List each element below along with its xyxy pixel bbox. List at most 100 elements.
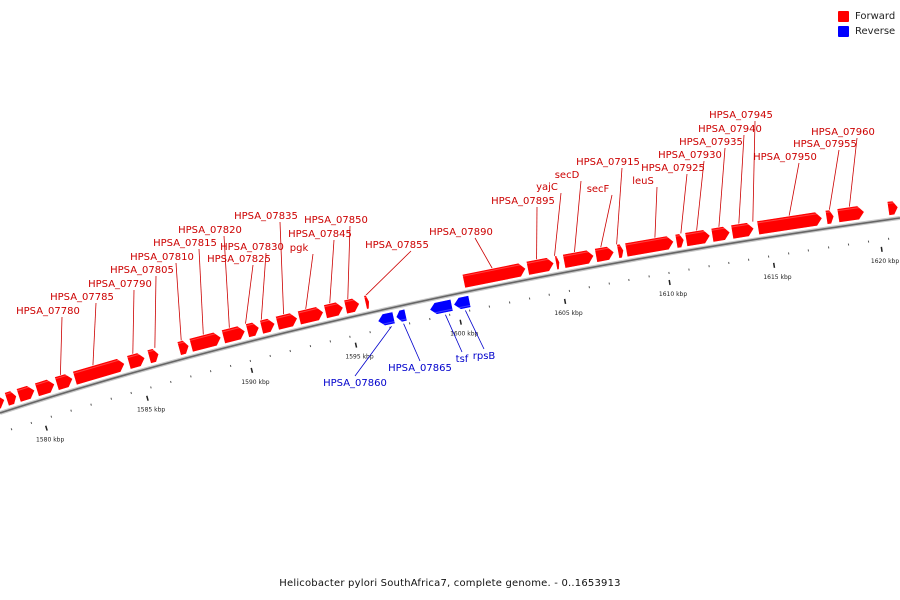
forward-leader xyxy=(554,192,562,257)
reverse-leader xyxy=(403,323,421,362)
gene-highlight xyxy=(711,226,730,231)
minor-tick xyxy=(50,415,53,418)
forward-gene-arrow xyxy=(34,379,55,397)
tick-label: 1585 kbp xyxy=(137,407,165,414)
forward-gene-label: HPSA_07955 xyxy=(793,139,857,150)
forward-gene-label: yajC xyxy=(536,182,558,193)
gene-highlight xyxy=(54,373,72,380)
gene-highlight xyxy=(430,308,453,315)
forward-leader xyxy=(574,180,582,253)
minor-tick xyxy=(170,380,172,384)
forward-gene-arrow xyxy=(554,255,560,271)
legend: Forward Reverse xyxy=(838,9,895,39)
reverse-gene-label: tsf xyxy=(456,354,469,365)
gene-highlight xyxy=(364,296,369,299)
forward-leader xyxy=(347,225,351,300)
major-tick xyxy=(563,298,567,304)
gene-highlight xyxy=(344,298,359,303)
minor-tick xyxy=(70,409,72,412)
forward-leader xyxy=(154,275,157,348)
tick-label: 1620 kbp xyxy=(871,258,899,265)
forward-leader xyxy=(696,160,705,231)
major-tick xyxy=(772,262,776,268)
forward-gene-label: HPSA_07950 xyxy=(753,152,817,163)
label-leaders xyxy=(59,120,858,377)
gene-arrows xyxy=(0,200,899,410)
forward-gene-label: HPSA_07930 xyxy=(658,150,722,161)
forward-gene-label: HPSA_07790 xyxy=(88,279,152,290)
forward-gene-arrow xyxy=(616,243,624,259)
forward-gene-label: secF xyxy=(587,184,610,195)
forward-gene-label: HPSA_07935 xyxy=(679,137,743,148)
genome-backbone xyxy=(0,216,900,415)
gene-highlight xyxy=(887,201,898,205)
gene-highlight xyxy=(594,246,614,252)
gene-highlight xyxy=(297,306,323,314)
forward-leader xyxy=(718,147,726,228)
forward-gene-arrow xyxy=(323,301,344,319)
forward-gene-arrow xyxy=(15,385,36,403)
reverse-leader xyxy=(465,310,485,350)
reverse-swatch xyxy=(838,26,849,37)
minor-ticks xyxy=(10,237,890,431)
major-tick xyxy=(880,246,883,252)
gene-highlight xyxy=(16,385,34,392)
major-tick xyxy=(668,279,671,286)
major-ticks: 1580 kbp 1585 kbp 1590 kbp 1595 kbp 1600 kbp… xyxy=(36,246,899,444)
gene-highlight xyxy=(757,212,822,224)
forward-gene-label: HPSA_07940 xyxy=(698,124,762,135)
forward-gene-arrow xyxy=(259,318,276,335)
forward-gene-arrow xyxy=(176,339,190,356)
gene-highlight xyxy=(675,234,684,237)
gene-highlight xyxy=(837,206,864,212)
forward-gene-arrow xyxy=(4,390,17,407)
forward-gene-arrow xyxy=(221,325,246,345)
gene-highlight xyxy=(825,210,834,213)
forward-gene-label: HPSA_07830 xyxy=(220,242,284,253)
forward-gene-arrow xyxy=(886,200,899,216)
forward-gene-arrow xyxy=(72,358,125,386)
gene-highlight xyxy=(616,245,623,248)
forward-gene-label: HPSA_07815 xyxy=(153,238,217,249)
gene-highlight xyxy=(685,230,710,236)
legend-reverse: Reverse xyxy=(838,24,895,39)
forward-gene-arrow xyxy=(245,321,260,338)
forward-leader xyxy=(305,253,314,310)
minor-tick xyxy=(209,370,212,373)
forward-gene-arrow xyxy=(684,229,711,247)
gene-highlight xyxy=(275,313,297,319)
reverse-leader xyxy=(354,326,392,377)
minor-tick xyxy=(190,375,192,378)
forward-gene-label: HPSA_07780 xyxy=(16,306,80,317)
forward-gene-arrow xyxy=(756,211,823,236)
gene-highlight xyxy=(35,379,54,386)
tick-label: 1600 kbp xyxy=(450,331,478,338)
reverse-leader xyxy=(445,314,463,353)
forward-leader xyxy=(474,237,493,269)
forward-gene-arrow xyxy=(594,246,615,263)
forward-gene-arrow xyxy=(824,209,835,225)
tick-label: 1610 kbp xyxy=(659,291,687,298)
forward-gene-arrow xyxy=(188,331,222,353)
gene-highlight xyxy=(625,236,673,246)
minor-tick xyxy=(90,403,92,406)
tick-label: 1605 kbp xyxy=(554,310,582,317)
forward-gene-label: HPSA_07825 xyxy=(207,254,271,265)
major-tick xyxy=(44,425,48,431)
forward-gene-label: pgk xyxy=(290,243,309,254)
major-tick xyxy=(459,319,462,325)
gene-highlight xyxy=(245,322,259,327)
forward-gene-label: HPSA_07925 xyxy=(641,163,705,174)
minor-tick xyxy=(110,397,113,400)
forward-gene-arrow xyxy=(836,205,865,223)
forward-gene-arrow xyxy=(710,226,731,243)
forward-gene-arrow xyxy=(730,222,755,240)
forward-gene-label: HPSA_07820 xyxy=(178,225,242,236)
forward-gene-label: secD xyxy=(555,170,580,181)
gene-highlight xyxy=(73,358,124,374)
forward-leader xyxy=(738,134,745,224)
gene-highlight xyxy=(0,394,4,397)
forward-gene-label: HPSA_07890 xyxy=(429,227,493,238)
major-tick xyxy=(146,395,149,401)
tick-label: 1615 kbp xyxy=(763,274,791,281)
